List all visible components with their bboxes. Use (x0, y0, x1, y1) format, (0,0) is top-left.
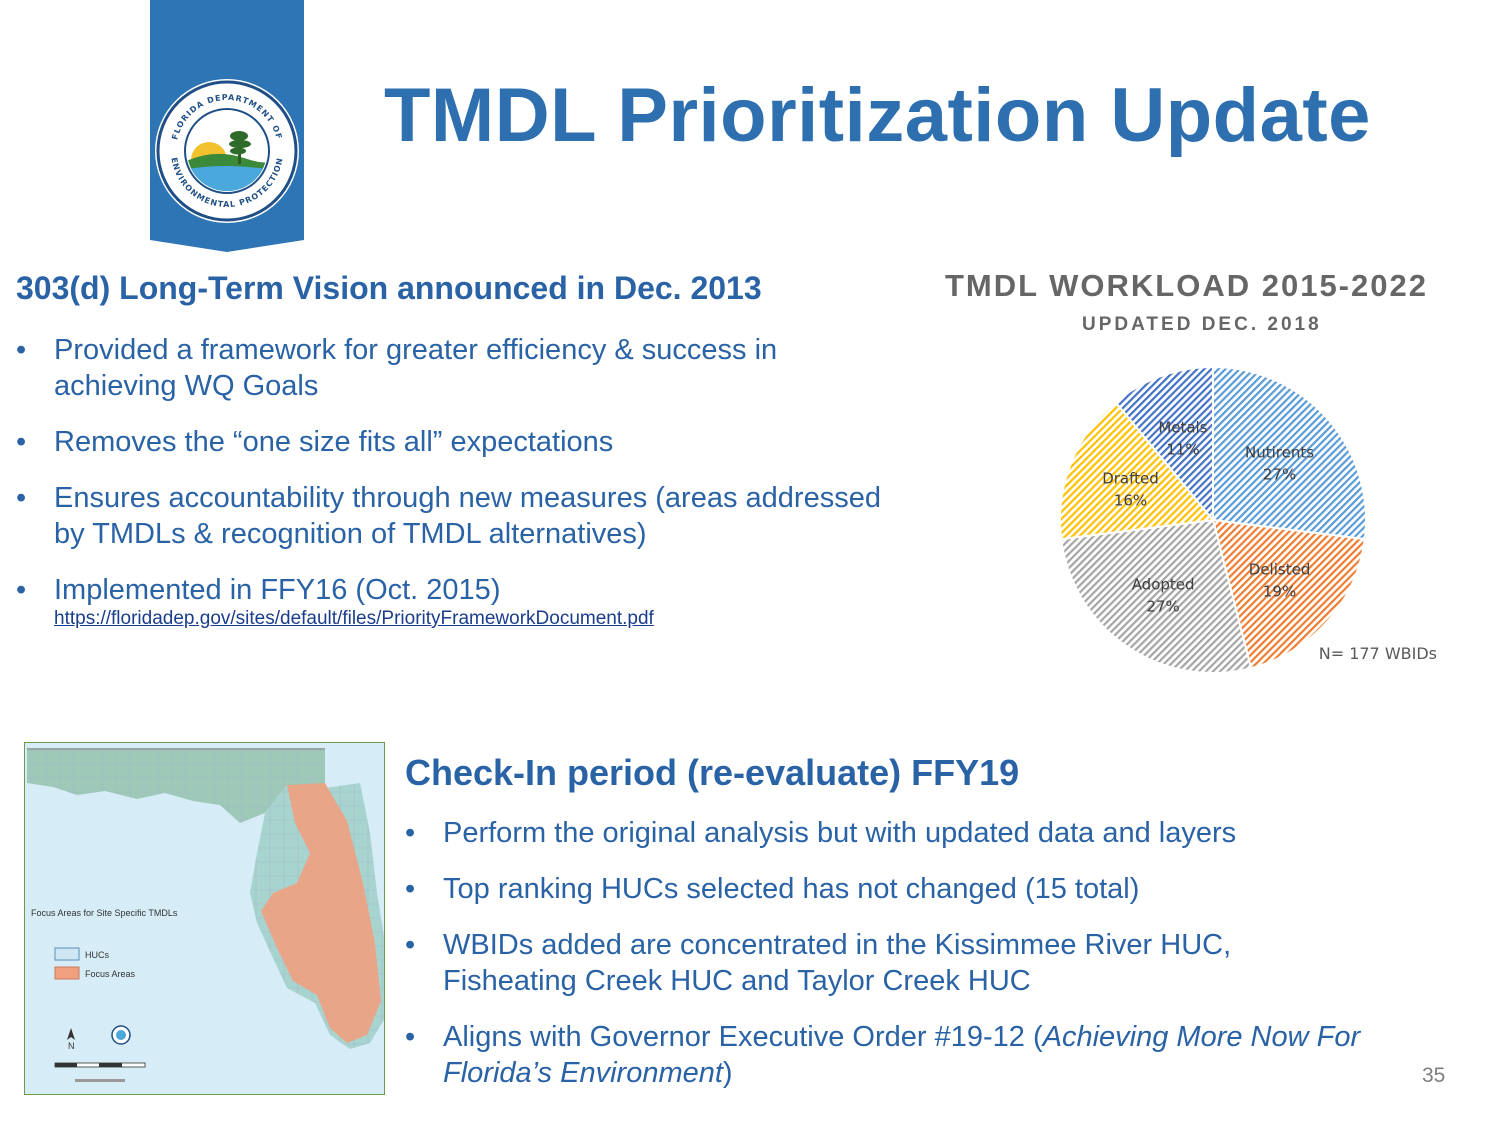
bullet-text-prefix: Aligns with Governor Executive Order #19… (443, 1021, 1043, 1053)
pie-value-delisted: 19% (1263, 583, 1296, 601)
map-legend-focus-areas: Focus Areas (85, 969, 136, 979)
bullet-text: Ensures accountability through new measu… (54, 482, 881, 550)
pie-slice-adopted (1060, 518, 1253, 674)
chart-subtitle: UPDATED DEC. 2018 (1082, 314, 1322, 335)
bullet-text-suffix: ) (722, 1057, 733, 1089)
bullet-text: Implemented in FFY16 (Oct. 2015) (54, 574, 501, 606)
list-item: Top ranking HUCs selected has not change… (405, 871, 1365, 907)
pie-label-nutirents: Nutirents (1245, 443, 1314, 461)
fdep-seal-logo: FLORIDA DEPARTMENT OF ENVIRONMENTAL PROT… (154, 78, 300, 224)
pie-label-delisted: Delisted (1249, 561, 1311, 579)
list-item: Implemented in FFY16 (Oct. 2015) https:/… (16, 572, 896, 630)
page-number: 35 (1422, 1064, 1446, 1087)
pie-label-metals: Metals (1158, 419, 1207, 437)
section-heading-long-term-vision: 303(d) Long-Term Vision announced in Dec… (16, 270, 762, 306)
executive-order-title: Achieving More Now For Florida’s Environ… (443, 1021, 1361, 1089)
chart-title: TMDL WORKLOAD 2015-2022 (945, 268, 1428, 303)
workload-pie-chart: Nutirents 27% Delisted 19% Adopted 27% Drafted… (1059, 365, 1437, 674)
list-item: Aligns with Governor Executive Order #19… (405, 1019, 1365, 1091)
long-term-vision-list: Provided a framework for greater efficie… (16, 332, 896, 650)
pie-slice-delisted (1211, 518, 1366, 670)
focus-areas-map: Focus Areas for Site Specific TMDLs HUCs… (24, 742, 385, 1095)
pie-slice-drafted (1059, 400, 1215, 541)
map-legend-hucs: HUCs (85, 950, 109, 960)
list-item: Removes the “one size fits all” expectat… (16, 424, 896, 460)
list-item: Perform the original analysis but with u… (405, 815, 1365, 851)
list-item: WBIDs added are concentrated in the Kiss… (405, 927, 1365, 999)
map-legend-title: Focus Areas for Site Specific TMDLs (31, 908, 178, 918)
bullet-text: Perform the original analysis but with u… (443, 817, 1237, 849)
pie-label-drafted: Drafted (1102, 469, 1159, 487)
section-heading-check-in: Check-In period (re-evaluate) FFY19 (405, 752, 1020, 793)
pie-value-nutirents: 27% (1263, 465, 1296, 483)
bullet-text: Provided a framework for greater efficie… (54, 334, 778, 402)
pie-value-metals: 11% (1166, 441, 1199, 459)
bullet-text: Removes the “one size fits all” expectat… (54, 426, 614, 458)
check-in-list: Perform the original analysis but with u… (405, 815, 1365, 1111)
pie-value-adopted: 27% (1146, 597, 1179, 615)
bullet-text: WBIDs added are concentrated in the Kiss… (443, 929, 1232, 997)
pie-note: N= 177 WBIDs (1319, 644, 1437, 663)
bullet-text: Top ranking HUCs selected has not change… (443, 873, 1140, 905)
priority-framework-link[interactable]: https://floridadep.gov/sites/default/fil… (54, 608, 654, 629)
pie-value-drafted: 16% (1114, 491, 1147, 509)
list-item: Ensures accountability through new measu… (16, 480, 896, 552)
page-title: TMDL Prioritization Update (384, 73, 1371, 158)
pie-slice-nutirents (1212, 365, 1367, 541)
pie-slice-metals (1114, 365, 1214, 523)
map-north-label: N (68, 1041, 75, 1051)
pie-label-adopted: Adopted (1132, 575, 1195, 593)
list-item: Provided a framework for greater efficie… (16, 332, 896, 404)
